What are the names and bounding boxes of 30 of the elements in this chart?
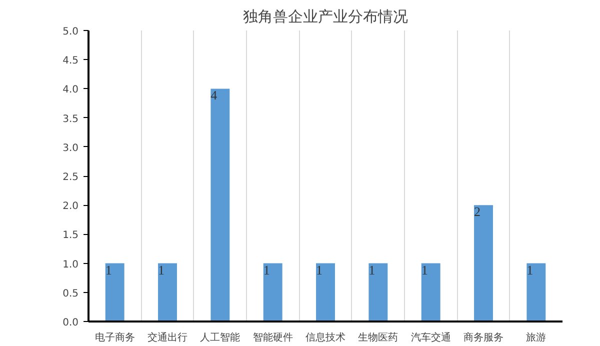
text: 1.0 <box>62 259 79 270</box>
data-label: 1 <box>263 262 270 278</box>
x-tick-label: 生物医药 <box>358 332 398 344</box>
x-tick-label: 智能硬件 <box>252 332 293 344</box>
x-tick-label: 信息技术 <box>306 332 346 344</box>
data-label: 1 <box>105 262 112 278</box>
text: 2.5 <box>62 172 79 183</box>
text: 0.0 <box>62 318 79 328</box>
x-tick-label: 人工智能 <box>200 332 240 344</box>
x-tick-label: 汽车交通 <box>410 332 451 344</box>
text: 2.0 <box>62 201 79 212</box>
text: 4.5 <box>62 56 79 67</box>
text: 1.5 <box>62 230 79 242</box>
x-tick-label: 商务服务 <box>464 332 504 344</box>
data-label: 1 <box>421 262 428 278</box>
data-label: 2 <box>474 204 481 220</box>
text: 4.0 <box>62 84 79 96</box>
x-tick-label: 交通出行 <box>148 332 188 344</box>
data-label: 4 <box>210 88 218 103</box>
chart-title: 独角兽企业产业分布情况 <box>243 8 408 26</box>
x-tick-label: 旅游 <box>526 332 546 344</box>
text: 5.0 <box>62 26 79 38</box>
text: 0.5 <box>62 288 79 300</box>
data-label: 1 <box>316 262 323 278</box>
text: 3.5 <box>62 114 79 125</box>
data-label: 1 <box>368 262 376 278</box>
x-tick-label: 电子商务 <box>94 332 135 344</box>
data-label: 1 <box>158 262 165 278</box>
data-label: 1 <box>526 262 534 278</box>
text: 3.0 <box>62 142 79 154</box>
